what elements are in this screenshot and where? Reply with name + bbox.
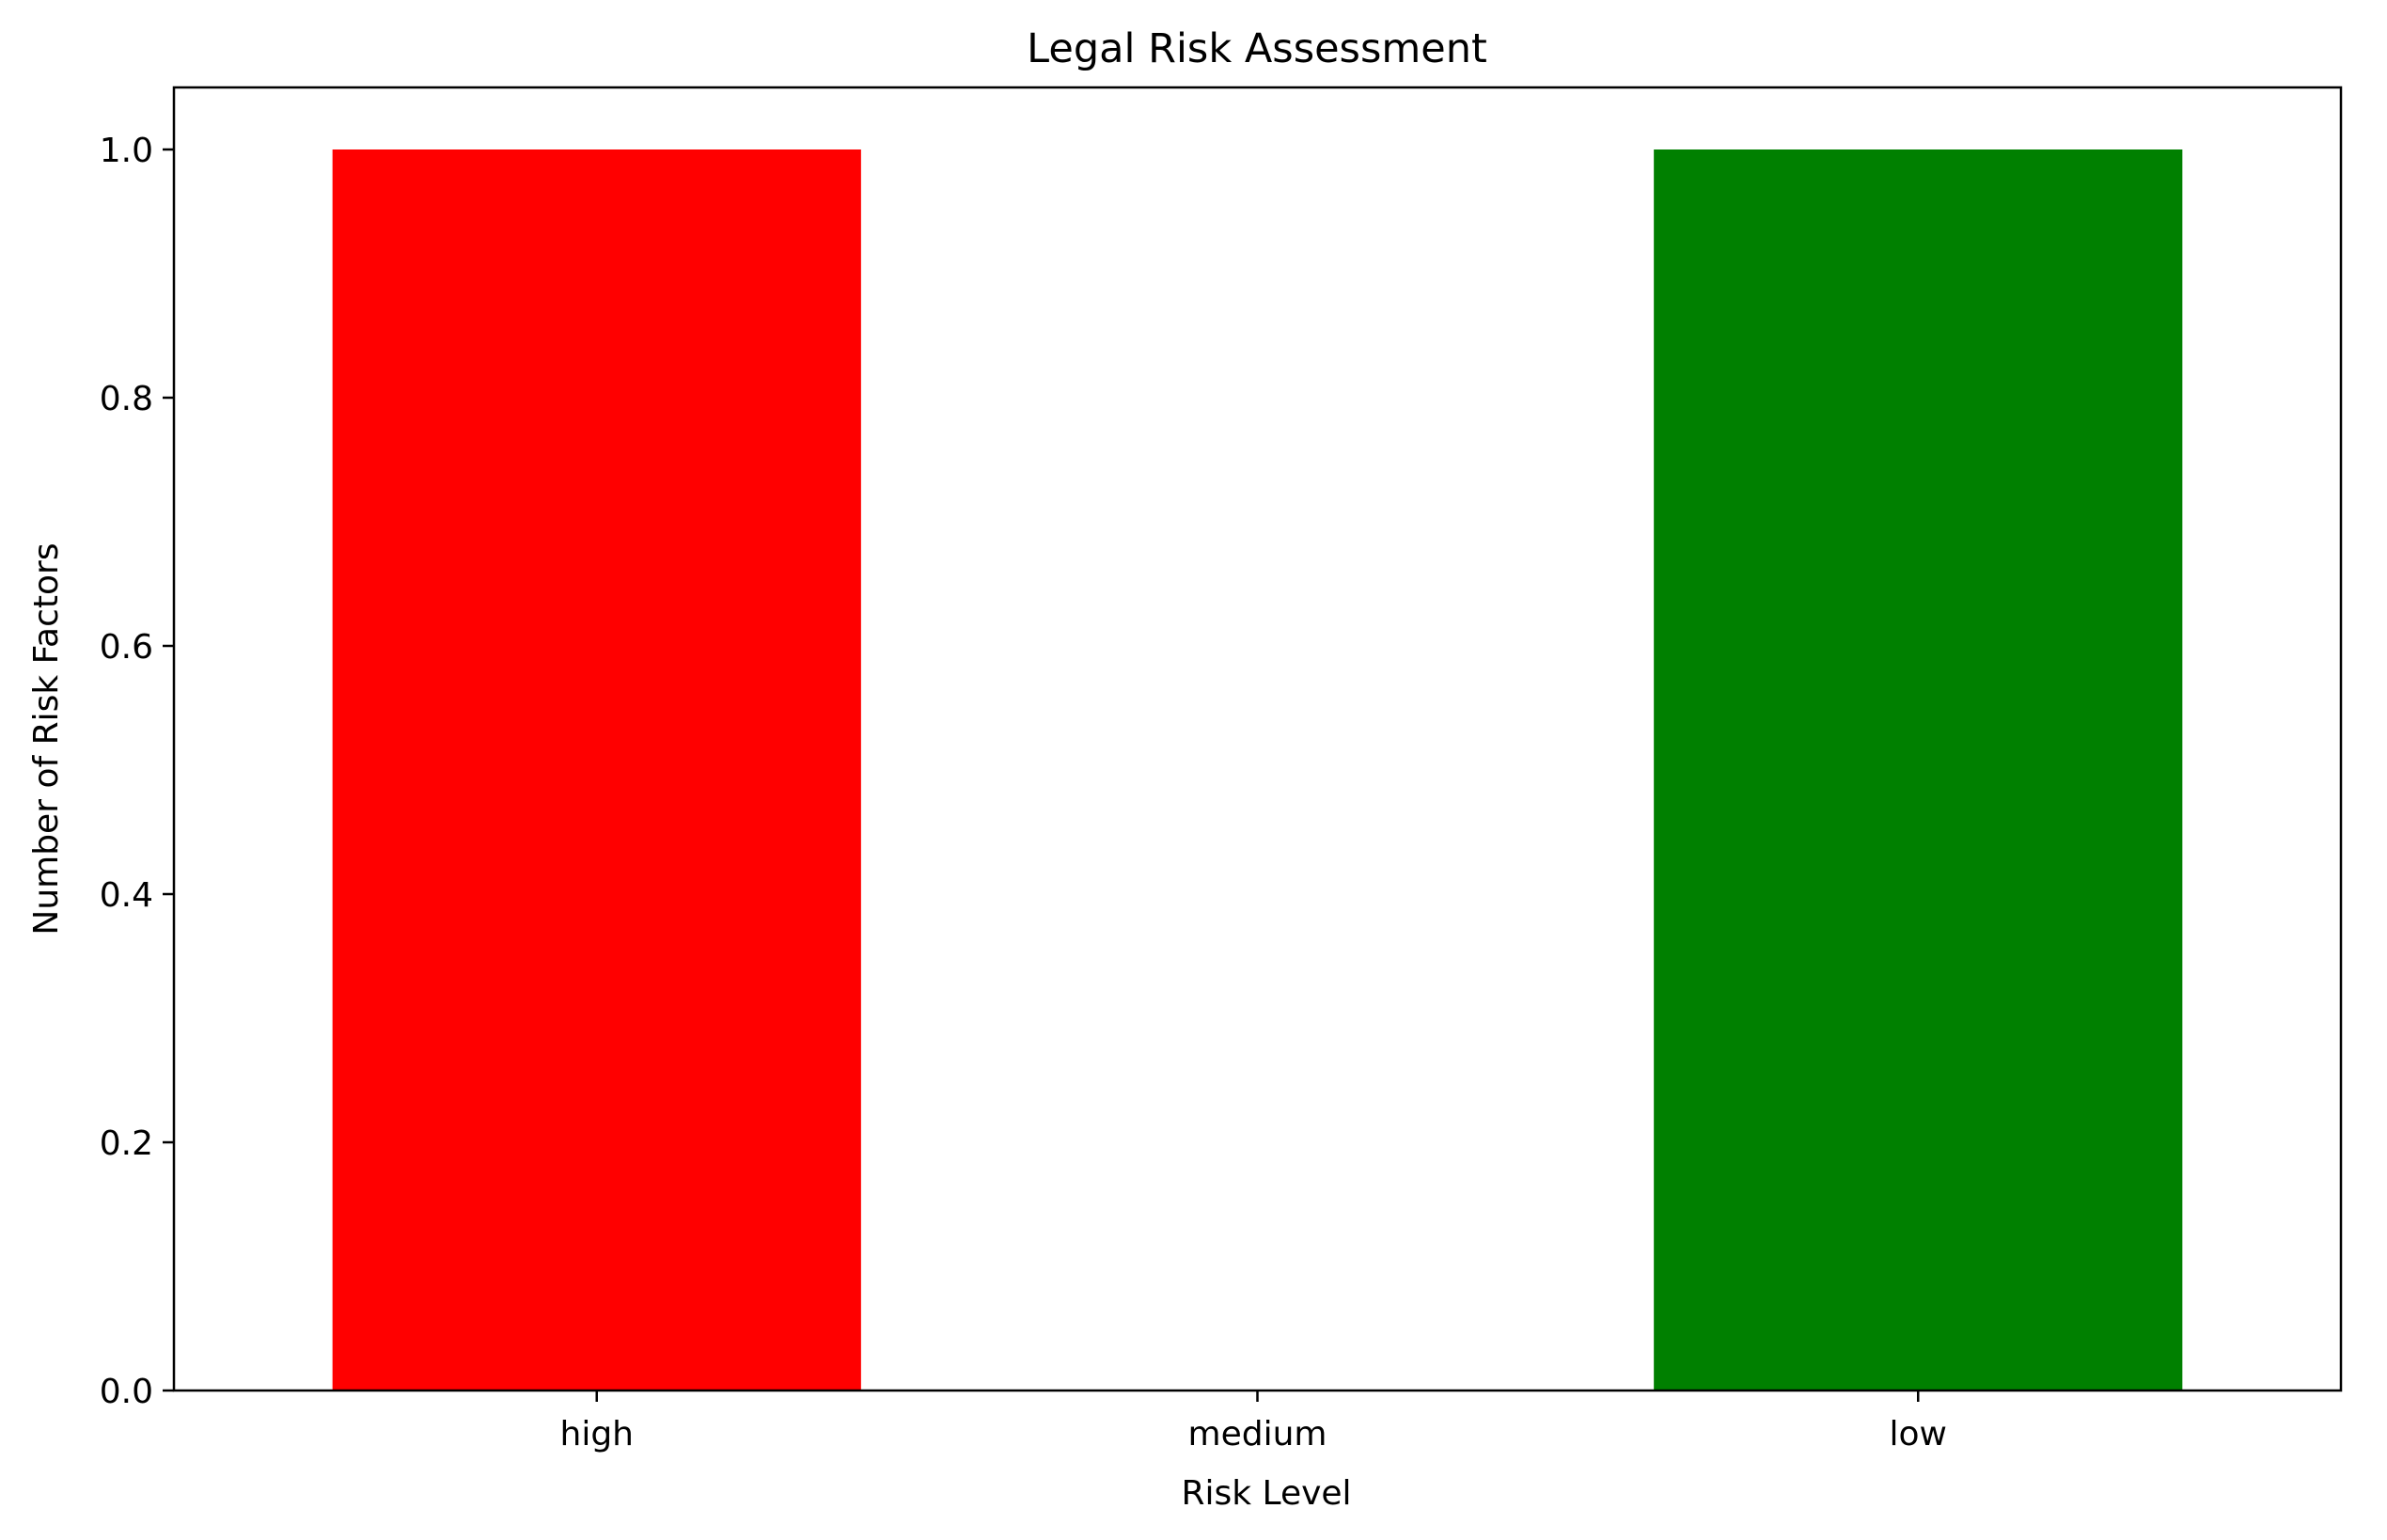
- x-axis-label: Risk Level: [1181, 1474, 1351, 1513]
- y-tick-label: 0.6: [100, 628, 153, 667]
- bar-low: [1654, 149, 2183, 1391]
- y-tick-label: 0.8: [100, 380, 153, 418]
- x-tick-label-medium: medium: [1188, 1415, 1327, 1454]
- y-tick-label: 0.2: [100, 1124, 153, 1163]
- y-axis-label: Number of Risk Factors: [27, 542, 66, 935]
- y-tick-label: 1.0: [100, 132, 153, 170]
- bars-group: [332, 149, 2183, 1391]
- y-tick-label: 0.0: [100, 1373, 153, 1411]
- y-axis-ticks: 0.0 0.2 0.4 0.6 0.8 1.0: [100, 132, 174, 1411]
- x-tick-label-high: high: [560, 1415, 635, 1454]
- plot-area-frame: [172, 86, 2343, 1392]
- y-tick-label: 0.4: [100, 876, 153, 915]
- bar-high: [332, 149, 861, 1391]
- chart-title: Legal Risk Assessment: [1027, 25, 1487, 72]
- x-tick-label-low: low: [1890, 1415, 1947, 1454]
- x-axis-ticks: high medium low: [560, 1391, 1947, 1454]
